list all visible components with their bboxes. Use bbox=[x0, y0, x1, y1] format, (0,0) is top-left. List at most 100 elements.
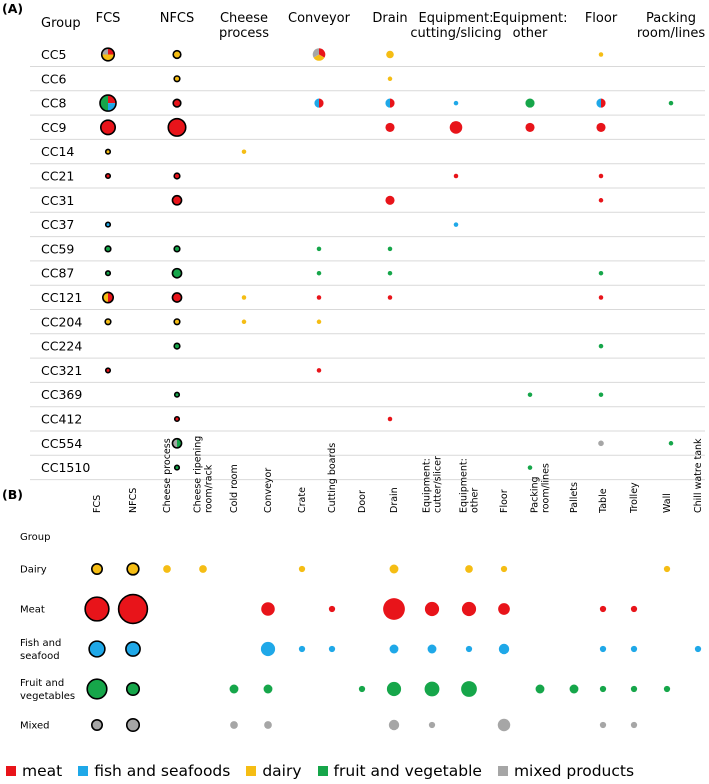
bubble-slice-fruit bbox=[598, 392, 604, 397]
bubble-slice-dairy bbox=[465, 565, 473, 573]
bubble bbox=[314, 98, 324, 108]
bubble-slice-fish bbox=[427, 644, 437, 654]
row-label: CC412 bbox=[41, 412, 82, 427]
bubble-slice-fish bbox=[298, 645, 306, 653]
bubble-outline bbox=[171, 437, 183, 449]
bubble bbox=[598, 440, 604, 447]
bubble bbox=[263, 684, 273, 694]
column-header-packing: room/lines bbox=[541, 463, 552, 513]
bubble bbox=[125, 681, 141, 697]
row-label: CC121 bbox=[41, 290, 82, 305]
bubble bbox=[173, 391, 181, 398]
bubble-slice-meat bbox=[108, 95, 117, 104]
bubble bbox=[465, 565, 473, 573]
bubble-slice-meat bbox=[598, 295, 604, 300]
bubble-slice-dairy bbox=[663, 565, 671, 573]
bubble bbox=[598, 173, 604, 179]
bubble bbox=[427, 644, 437, 654]
bubble-slice-fish bbox=[694, 645, 702, 653]
bubble-outline bbox=[84, 596, 110, 622]
bubble bbox=[386, 681, 402, 697]
bubble bbox=[387, 416, 393, 422]
bubble bbox=[453, 100, 459, 106]
panel-label-a: (A) bbox=[2, 1, 23, 16]
bubble-slice-fish bbox=[596, 98, 601, 108]
bubble bbox=[461, 681, 477, 697]
bubble-outline bbox=[100, 119, 117, 136]
legend-label: dairy bbox=[262, 762, 302, 780]
bubble-outline bbox=[173, 464, 181, 471]
bubble bbox=[173, 415, 181, 423]
legend-label: fruit and vegetable bbox=[333, 762, 482, 780]
bubble-outline bbox=[125, 681, 141, 697]
panel-label-b: (B) bbox=[2, 487, 23, 502]
bubble bbox=[525, 98, 535, 108]
bubble bbox=[599, 605, 607, 613]
bubble-slice-meat bbox=[85, 597, 109, 621]
bubble-slice-meat bbox=[174, 173, 180, 179]
bubble-slice-fish bbox=[125, 641, 141, 657]
bubble bbox=[453, 173, 459, 179]
bubble-slice-meat bbox=[390, 98, 395, 108]
bubble bbox=[316, 295, 322, 300]
bubble bbox=[383, 598, 405, 620]
bubble bbox=[316, 246, 322, 252]
bubble bbox=[173, 75, 181, 83]
column-header-floor: Floor bbox=[499, 489, 510, 513]
bubble bbox=[86, 678, 108, 700]
bubble bbox=[126, 562, 140, 576]
bubble-slice-fruit bbox=[535, 684, 545, 694]
bubble-slice-meat bbox=[108, 48, 115, 55]
bubble-outline bbox=[167, 117, 187, 137]
bubble-slice-meat bbox=[453, 173, 459, 179]
row-label-fish: Fish and bbox=[20, 638, 61, 649]
row-label: CC14 bbox=[41, 144, 74, 159]
row-label-meat: Meat bbox=[20, 605, 45, 616]
bubble bbox=[171, 267, 183, 279]
bubble-outline bbox=[172, 98, 182, 108]
bubble bbox=[424, 601, 440, 617]
bubble bbox=[527, 392, 533, 397]
bubble bbox=[163, 565, 171, 573]
bubble-slice-fruit bbox=[229, 684, 239, 694]
bubble-slice-meat bbox=[461, 601, 477, 617]
bubble bbox=[596, 122, 606, 132]
row-label: CC5 bbox=[41, 47, 66, 62]
bubble-slice-meat bbox=[118, 594, 148, 624]
bubble bbox=[385, 98, 395, 108]
bubble bbox=[598, 270, 604, 276]
row-label: CC31 bbox=[41, 193, 74, 208]
bubble bbox=[599, 645, 607, 653]
bubble-outline bbox=[104, 318, 112, 326]
bubble bbox=[449, 121, 463, 134]
legend-item-fruit: fruit and vegetable bbox=[317, 762, 482, 780]
row-label-fruit: vegetables bbox=[20, 691, 75, 702]
bubble bbox=[101, 291, 115, 304]
bubble bbox=[694, 645, 702, 653]
column-header-conveyor: Conveyor bbox=[263, 468, 274, 513]
bubble-slice-mixed bbox=[388, 719, 400, 731]
bubble-outline bbox=[104, 270, 112, 277]
bubble-slice-fruit bbox=[87, 679, 107, 699]
bubble-outline bbox=[173, 75, 181, 83]
bubble-slice-fish bbox=[108, 103, 117, 112]
bubble-slice-dairy bbox=[163, 565, 171, 573]
bubble bbox=[171, 194, 183, 206]
bubble bbox=[328, 645, 336, 653]
legend-swatch bbox=[497, 766, 508, 776]
row-label-fruit: Fruit and bbox=[20, 678, 64, 689]
bubble bbox=[465, 645, 473, 653]
legend-label: mixed products bbox=[513, 762, 635, 780]
bubble-slice-fish bbox=[385, 98, 390, 108]
bubble-slice-meat bbox=[328, 605, 336, 613]
bubble bbox=[527, 465, 533, 470]
column-header-crate: Crate bbox=[297, 487, 308, 513]
bubble bbox=[84, 596, 110, 622]
bubble-outline bbox=[100, 47, 116, 62]
bubble-outline bbox=[172, 49, 182, 60]
bubble bbox=[598, 52, 604, 57]
bubble bbox=[241, 295, 247, 300]
bubble-slice-fruit bbox=[174, 246, 180, 252]
column-header-NFCS: NFCS bbox=[128, 488, 139, 513]
bubble bbox=[91, 718, 104, 731]
